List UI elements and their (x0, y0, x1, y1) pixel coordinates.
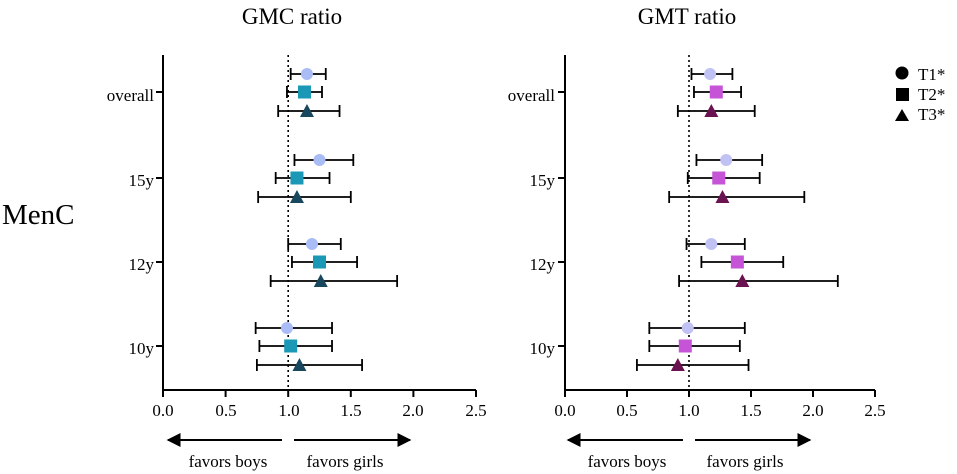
point-t2-15y (290, 171, 304, 185)
favors-girls-label: favors girls (707, 452, 784, 471)
x-tick-label: 1.5 (740, 401, 761, 420)
legend: T1* T2* T3* (895, 65, 945, 124)
x-tick-label: 0.5 (616, 401, 637, 420)
x-tick-label: 0.0 (554, 401, 575, 420)
category-label-12y: 12y (129, 255, 155, 274)
x-tick-label: 2.5 (465, 401, 486, 420)
point-t2-overall (297, 85, 311, 99)
x-tick-label: 1.0 (678, 401, 699, 420)
x-tick-label: 0.5 (215, 401, 236, 420)
x-tick-label: 2.0 (802, 401, 823, 420)
point-t3-12y (735, 274, 750, 287)
point-t1-10y (280, 322, 293, 334)
point-t1-15y (720, 154, 733, 166)
point-t3-15y (289, 190, 304, 203)
legend-label-t3: T3* (918, 105, 945, 124)
point-t3-15y (715, 190, 730, 203)
legend-square-icon (896, 88, 909, 101)
point-t3-12y (313, 274, 328, 287)
legend-circle-icon (895, 66, 909, 80)
point-t3-10y (292, 358, 307, 371)
point-t2-12y (313, 255, 326, 269)
point-t1-overall (300, 68, 313, 80)
category-label-overall: overall (508, 86, 555, 105)
category-label-15y: 15y (129, 171, 155, 190)
category-label-10y: 10y (129, 339, 155, 358)
x-tick-label: 1.0 (278, 401, 299, 420)
point-t1-10y (681, 322, 694, 334)
legend-label-t2: T2* (918, 85, 945, 104)
gmc-ratio-panel: GMC ratio overall 15y 12y 10y 0.0 0.5 1.… (107, 4, 487, 471)
x-tick-label: 2.5 (864, 401, 885, 420)
point-t3-10y (670, 358, 685, 371)
point-t1-12y (705, 238, 718, 250)
category-label-overall: overall (107, 86, 154, 105)
legend-label-t1: T1* (918, 65, 945, 84)
favors-boys-label: favors boys (588, 452, 667, 471)
category-label-15y: 15y (530, 171, 556, 190)
point-t2-overall (709, 85, 723, 99)
favors-boys-label: favors boys (189, 452, 268, 471)
row-label: MenC (2, 199, 75, 231)
point-t3-overall (704, 104, 719, 117)
panel-title-gmt: GMT ratio (638, 4, 737, 29)
category-label-12y: 12y (530, 255, 556, 274)
point-t3-overall (299, 104, 314, 117)
point-t2-10y (284, 339, 298, 353)
x-tick-label: 1.5 (340, 401, 361, 420)
point-t1-15y (313, 154, 326, 166)
panel-title-gmc: GMC ratio (242, 4, 342, 29)
legend-triangle-icon (895, 109, 909, 121)
point-t2-15y (712, 171, 726, 185)
point-t1-overall (704, 68, 717, 80)
gmt-ratio-panel: GMT ratio overall 15y 12y 10y 0.0 0.5 1.… (508, 4, 886, 471)
point-t1-12y (305, 238, 318, 250)
favors-girls-label: favors girls (307, 452, 384, 471)
point-t2-12y (730, 255, 744, 269)
x-tick-label: 0.0 (152, 401, 173, 420)
category-label-10y: 10y (530, 339, 556, 358)
point-t2-10y (678, 339, 692, 353)
x-tick-label: 2.0 (402, 401, 423, 420)
